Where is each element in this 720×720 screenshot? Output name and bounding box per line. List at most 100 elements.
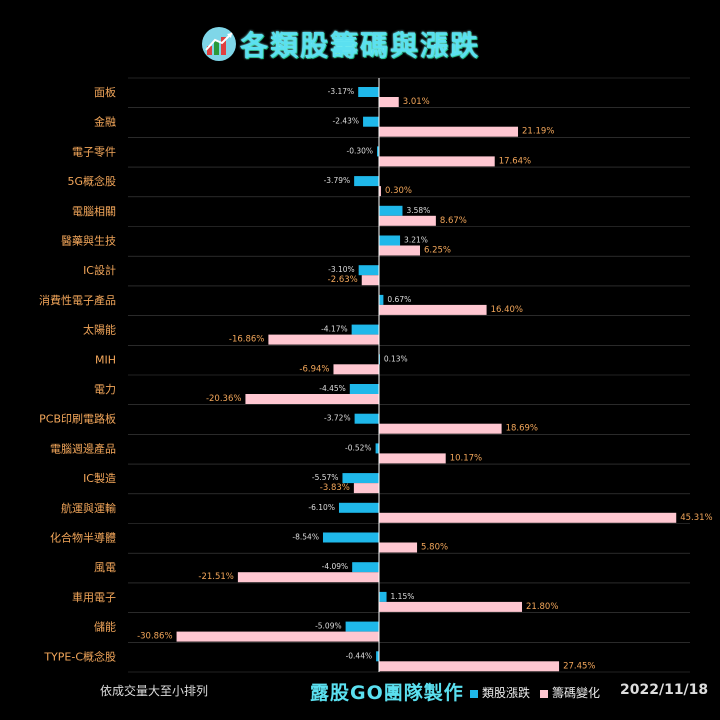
chip-change-bar — [379, 126, 519, 137]
chip-change-bar — [379, 304, 487, 315]
chip-change-bar — [333, 364, 379, 375]
chip-change-bar — [176, 631, 379, 642]
category-label: 儲能 — [94, 620, 116, 634]
category-label: 航運與運輸 — [61, 501, 116, 515]
legend-swatch-chip — [540, 689, 549, 698]
legend-item-price: 類股漲跌 — [470, 684, 530, 701]
price-change-label: -4.17% — [321, 325, 348, 334]
category-label: 電子零件 — [72, 145, 116, 158]
legend-item-chip: 籌碼變化 — [540, 684, 600, 701]
chip-change-bar — [268, 334, 379, 345]
price-change-bar — [377, 146, 379, 157]
price-change-bar — [354, 413, 379, 424]
chip-change-bar — [379, 661, 560, 672]
price-change-bar — [352, 562, 379, 573]
bars-layer — [176, 87, 677, 672]
price-change-label: -0.44% — [346, 651, 373, 660]
price-change-bar — [358, 87, 379, 97]
price-change-bar — [342, 473, 379, 484]
chip-change-label: 8.67% — [440, 216, 467, 226]
category-label: 電腦相關 — [72, 204, 116, 218]
grid-layer — [128, 77, 690, 673]
chip-change-label: -20.36% — [206, 394, 241, 404]
price-change-label: -8.54% — [292, 533, 319, 542]
price-change-label: -3.17% — [328, 87, 355, 96]
chip-change-bar — [379, 245, 420, 256]
price-change-bar — [363, 116, 379, 127]
price-change-bar — [379, 591, 387, 602]
chip-change-bar — [379, 542, 418, 553]
category-label: TYPE-C概念股 — [43, 649, 116, 663]
category-label: MIH — [95, 353, 116, 366]
chip-change-label: 45.31% — [680, 513, 712, 523]
price-change-label: -4.09% — [322, 562, 349, 571]
team-logo — [202, 27, 236, 61]
category-label: 車用電子 — [72, 590, 116, 604]
chip-change-label: 16.40% — [491, 305, 523, 315]
chip-change-label: 6.25% — [424, 246, 451, 256]
price-change-bar — [338, 502, 379, 513]
category-label: 5G概念股 — [67, 174, 116, 188]
chip-change-label: 10.17% — [450, 453, 482, 463]
chip-change-label: -16.86% — [229, 335, 264, 345]
chip-change-label: -2.63% — [328, 275, 358, 285]
price-change-label: -3.79% — [324, 176, 351, 185]
price-change-bar — [345, 621, 379, 632]
chip-change-label: 0.30% — [385, 186, 412, 196]
price-change-bar — [379, 205, 403, 216]
chip-change-bar — [353, 483, 379, 494]
chip-change-label: -3.83% — [320, 483, 350, 493]
category-label: IC設計 — [83, 263, 116, 277]
chip-change-bar — [379, 186, 381, 197]
chip-change-label: 21.80% — [526, 602, 558, 612]
category-label: IC製造 — [83, 471, 116, 485]
price-change-bar — [375, 443, 379, 454]
legend: 類股漲跌 籌碼變化 — [470, 684, 600, 701]
category-label: 消費性電子產品 — [39, 293, 116, 307]
price-change-bar — [358, 265, 379, 276]
category-label: 面板 — [94, 85, 116, 99]
price-change-label: -5.57% — [312, 473, 339, 482]
chip-change-label: 3.01% — [403, 97, 430, 107]
chip-change-label: -6.94% — [299, 364, 329, 374]
price-change-bar — [351, 324, 379, 335]
price-change-label: -5.09% — [315, 622, 342, 631]
category-label: 電腦週邊產品 — [50, 441, 116, 455]
chip-change-bar — [379, 215, 436, 226]
price-change-bar — [349, 384, 379, 394]
category-label: 化合物半導體 — [50, 531, 116, 545]
legend-label-price: 類股漲跌 — [482, 686, 531, 700]
category-label: 金融 — [94, 115, 116, 129]
sort-note: 依成交量大至小排列 — [100, 684, 209, 698]
chip-change-bar — [361, 275, 379, 286]
price-change-bar — [354, 176, 379, 187]
price-change-label: -6.10% — [308, 503, 335, 512]
legend-swatch-price — [470, 689, 478, 698]
category-label: PCB印刷電路板 — [39, 412, 116, 426]
price-change-label: 0.67% — [387, 295, 411, 304]
chip-change-label: 18.69% — [506, 424, 538, 434]
price-change-label: 3.21% — [404, 236, 428, 245]
category-label: 太陽能 — [83, 323, 116, 337]
chip-change-bar — [237, 572, 379, 583]
price-change-label: -3.10% — [328, 265, 355, 274]
price-change-label: 0.13% — [384, 354, 408, 363]
category-label: 風電 — [94, 561, 116, 574]
price-change-label: -4.45% — [319, 384, 346, 393]
price-change-bar — [376, 651, 379, 662]
chip-change-bar — [379, 156, 495, 167]
price-change-bar — [379, 294, 384, 305]
price-change-label: -0.52% — [345, 443, 372, 452]
chip-change-bar — [379, 512, 677, 523]
chip-change-label: 17.64% — [499, 156, 531, 166]
price-change-label: -2.43% — [333, 117, 360, 126]
chip-change-label: 21.19% — [522, 127, 554, 137]
chip-change-bar — [379, 97, 399, 107]
price-change-bar — [379, 235, 401, 246]
chip-change-bar — [379, 423, 502, 434]
price-change-label: 3.58% — [406, 206, 430, 215]
chip-change-bar — [379, 601, 523, 612]
date-text: 2022/11/18 — [620, 682, 709, 698]
chip-change-label: -30.86% — [137, 632, 172, 642]
